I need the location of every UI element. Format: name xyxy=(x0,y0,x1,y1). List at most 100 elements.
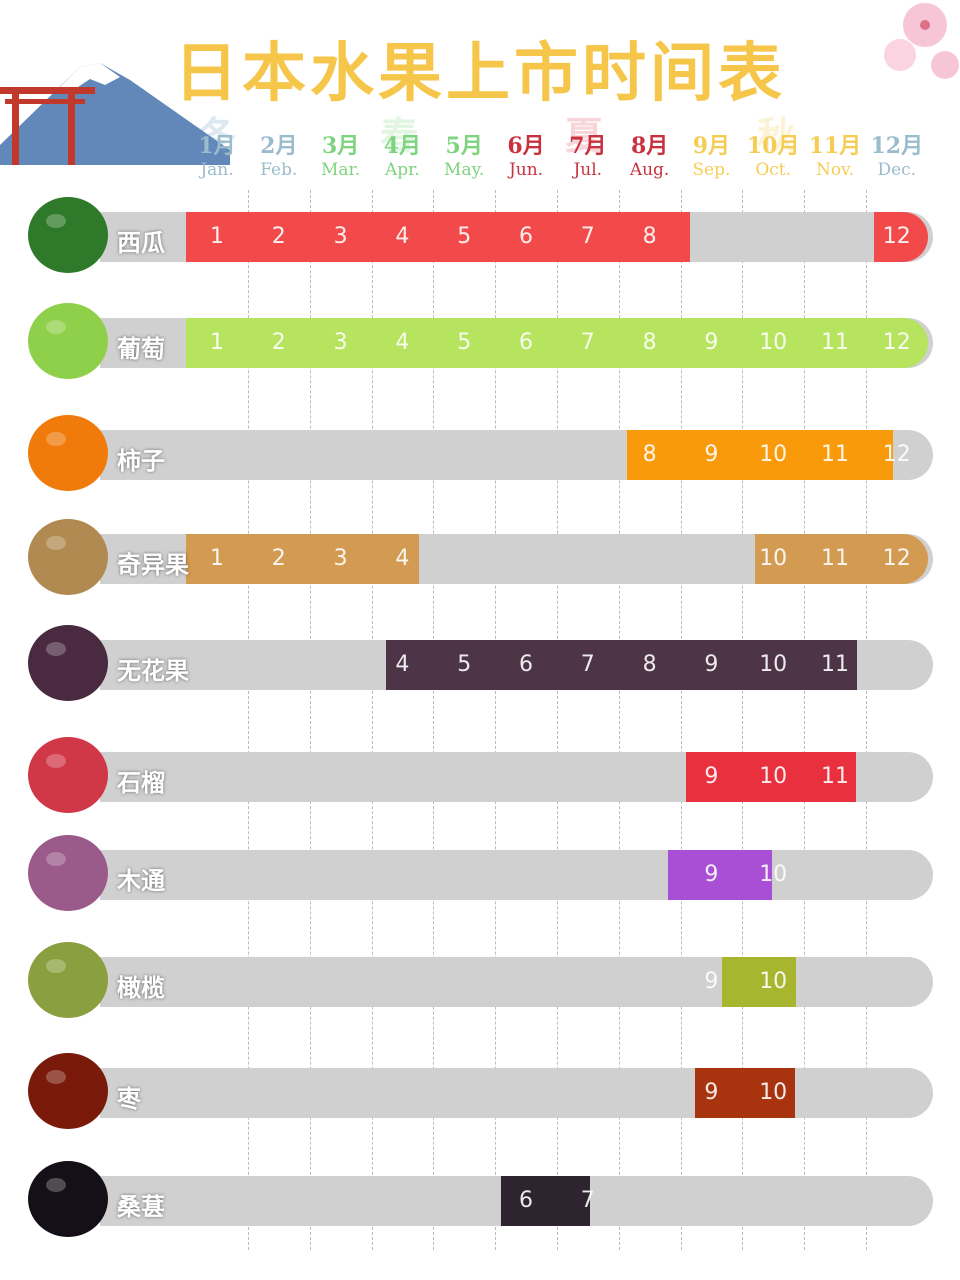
month-divider xyxy=(618,190,620,1250)
month-number: 12 xyxy=(882,546,911,571)
fruit-name: 桑葚 xyxy=(117,1192,165,1221)
fruit-row: 西瓜 1 2 3 4 5 6 7 8 12 xyxy=(0,197,960,273)
month-number: 11 xyxy=(821,764,849,789)
month-number: 12 xyxy=(882,330,911,355)
month-number: 9 xyxy=(704,330,719,355)
month-number: 5 xyxy=(457,652,472,677)
month-number: 9 xyxy=(704,764,719,789)
month-number: 9 xyxy=(704,442,719,467)
in-season-bar xyxy=(385,640,858,690)
month-number: 1 xyxy=(210,546,224,571)
fruit-icon xyxy=(24,1151,112,1241)
fruit-row: 桑葚 6 7 xyxy=(0,1161,960,1237)
month-number: 8 xyxy=(642,652,657,677)
month-header: 8月 Aug. xyxy=(619,128,681,180)
fruit-row: 奇异果 1 2 3 4 10 11 12 xyxy=(0,519,960,595)
fruit-icon xyxy=(24,1043,112,1133)
month-label-en: Jun. xyxy=(508,160,544,180)
season-track xyxy=(100,640,933,690)
month-number: 1 xyxy=(210,330,224,355)
month-number: 10 xyxy=(759,546,788,571)
in-season-bar xyxy=(186,534,420,584)
month-number: 2 xyxy=(271,330,286,355)
month-number: 4 xyxy=(395,330,410,355)
fruit-name: 木通 xyxy=(117,866,165,895)
month-label-cn: 3月 xyxy=(321,133,360,159)
month-label-cn: 8月 xyxy=(630,133,669,159)
month-divider xyxy=(680,190,682,1250)
in-season-bar xyxy=(873,212,928,262)
month-label-cn: 12月 xyxy=(870,133,924,159)
month-label-cn: 6月 xyxy=(507,133,545,159)
month-number: 10 xyxy=(759,1080,788,1105)
month-label-cn: 11月 xyxy=(808,133,862,159)
month-divider xyxy=(371,190,373,1250)
month-number: 8 xyxy=(642,330,657,355)
month-label-cn: 5月 xyxy=(445,133,483,159)
month-header: 11月 Nov. xyxy=(804,128,866,180)
cherry-blossom-illustration xyxy=(884,3,959,79)
month-header: 12月 Dec. xyxy=(866,128,928,180)
season-track xyxy=(100,850,933,900)
month-number: 4 xyxy=(395,546,410,571)
month-number: 11 xyxy=(821,442,849,467)
fruit-icon xyxy=(24,293,112,383)
season-spring: 春 xyxy=(380,113,419,158)
month-label-cn: 1月 xyxy=(198,133,236,159)
month-number: 11 xyxy=(821,330,849,355)
season-track xyxy=(100,212,933,262)
month-label-en: Jan. xyxy=(200,160,234,180)
fruit-name: 柿子 xyxy=(117,446,165,475)
month-header: 2月 Feb. xyxy=(248,128,310,180)
fruit-icon xyxy=(24,932,112,1022)
fruit-name: 葡萄 xyxy=(117,334,165,363)
month-number: 7 xyxy=(580,1188,595,1213)
fruit-icon xyxy=(24,405,112,495)
month-number: 9 xyxy=(704,1080,719,1105)
month-label-en: Aug. xyxy=(629,160,670,180)
mount-fuji-torii-illustration xyxy=(0,63,230,165)
fruit-icon xyxy=(24,825,112,915)
in-season-bar xyxy=(186,318,928,368)
month-number: 7 xyxy=(580,224,595,249)
season-track xyxy=(100,752,933,802)
month-number: 10 xyxy=(759,652,788,677)
month-number: 2 xyxy=(271,546,286,571)
month-number: 6 xyxy=(519,1188,533,1213)
month-number: 4 xyxy=(395,224,410,249)
fruit-row: 枣 9 10 xyxy=(0,1053,960,1129)
month-number: 10 xyxy=(759,764,788,789)
month-number: 11 xyxy=(821,652,849,677)
in-season-bar xyxy=(694,1068,795,1118)
season-track xyxy=(100,957,933,1007)
fruit-name: 西瓜 xyxy=(117,228,165,257)
month-divider xyxy=(309,190,311,1250)
fruit-row: 无花果 4 5 6 7 8 9 10 11 xyxy=(0,625,960,701)
season-track xyxy=(100,1068,933,1118)
month-number: 10 xyxy=(759,442,788,467)
season-track xyxy=(100,318,933,368)
month-number: 12 xyxy=(882,224,911,249)
month-number: 2 xyxy=(271,224,286,249)
month-number: 8 xyxy=(642,224,657,249)
month-label-en: May. xyxy=(444,160,485,180)
month-label-en: Jul. xyxy=(573,160,603,180)
month-number: 1 xyxy=(210,224,224,249)
month-divider xyxy=(865,190,867,1250)
month-number: 3 xyxy=(333,224,348,249)
month-number: 9 xyxy=(704,969,719,994)
month-divider xyxy=(742,190,744,1250)
month-label-en: Mar. xyxy=(320,160,361,180)
fruit-icon xyxy=(24,727,112,817)
fruit-icon xyxy=(24,509,112,599)
in-season-bar xyxy=(721,957,797,1007)
fruit-name: 橄榄 xyxy=(117,973,165,1002)
month-divider xyxy=(556,190,558,1250)
month-number: 4 xyxy=(395,652,410,677)
month-label-cn: 10月 xyxy=(746,133,800,159)
month-number: 9 xyxy=(704,652,719,677)
month-label-en: Oct. xyxy=(755,160,792,180)
month-number: 6 xyxy=(519,330,533,355)
season-track xyxy=(100,430,933,480)
